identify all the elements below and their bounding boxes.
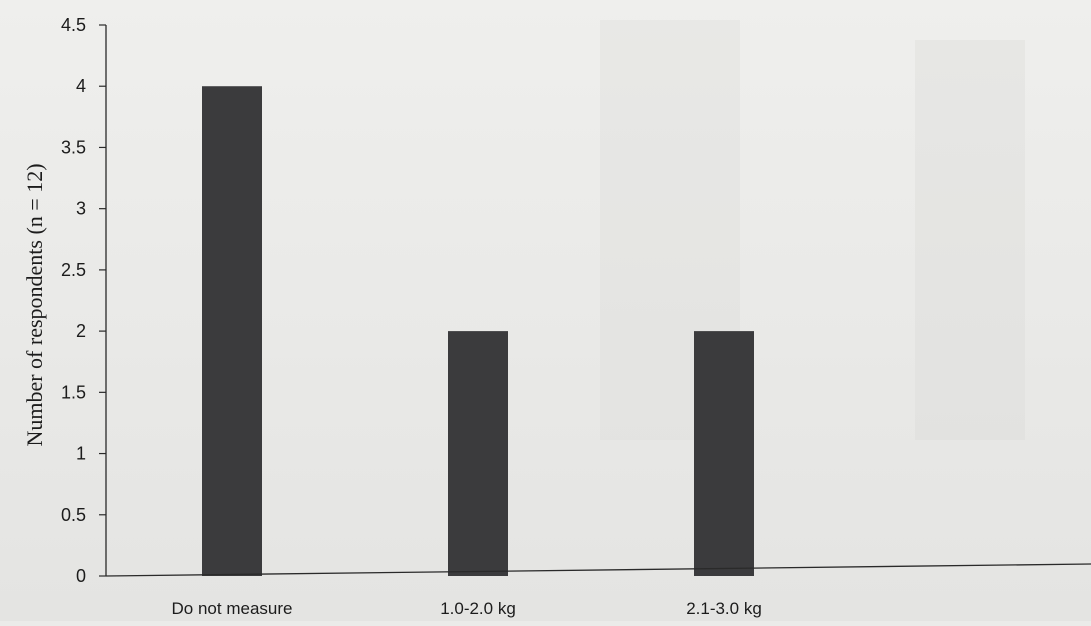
y-axis-ticks: 0 0.5 1 1.5 2 2.5 3 3.5 4 4.5 [61, 15, 106, 586]
y-tick-label: 3.5 [61, 137, 86, 157]
y-tick-label: 4.5 [61, 15, 86, 35]
x-category-label: 2.1-3.0 kg [686, 599, 762, 618]
x-axis-labels: Do not measure 1.0-2.0 kg 2.1-3.0 kg [172, 599, 762, 618]
y-tick-label: 0 [76, 566, 86, 586]
x-category-label: Do not measure [172, 599, 293, 618]
bar [448, 331, 508, 576]
y-axis-title: Number of respondents (n = 12) [22, 163, 47, 446]
y-tick-label: 0.5 [61, 505, 86, 525]
y-tick-label: 3 [76, 199, 86, 219]
y-tick-label: 4 [76, 76, 86, 96]
y-tick-label: 1 [76, 444, 86, 464]
y-tick-label: 1.5 [61, 382, 86, 402]
x-axis-line [105, 563, 1091, 577]
y-tick-label: 2.5 [61, 260, 86, 280]
bar [694, 331, 754, 576]
bars [202, 86, 754, 576]
background-texture [600, 20, 1025, 440]
y-tick-label: 2 [76, 321, 86, 341]
bar [202, 86, 262, 576]
x-category-label: 1.0-2.0 kg [440, 599, 516, 618]
